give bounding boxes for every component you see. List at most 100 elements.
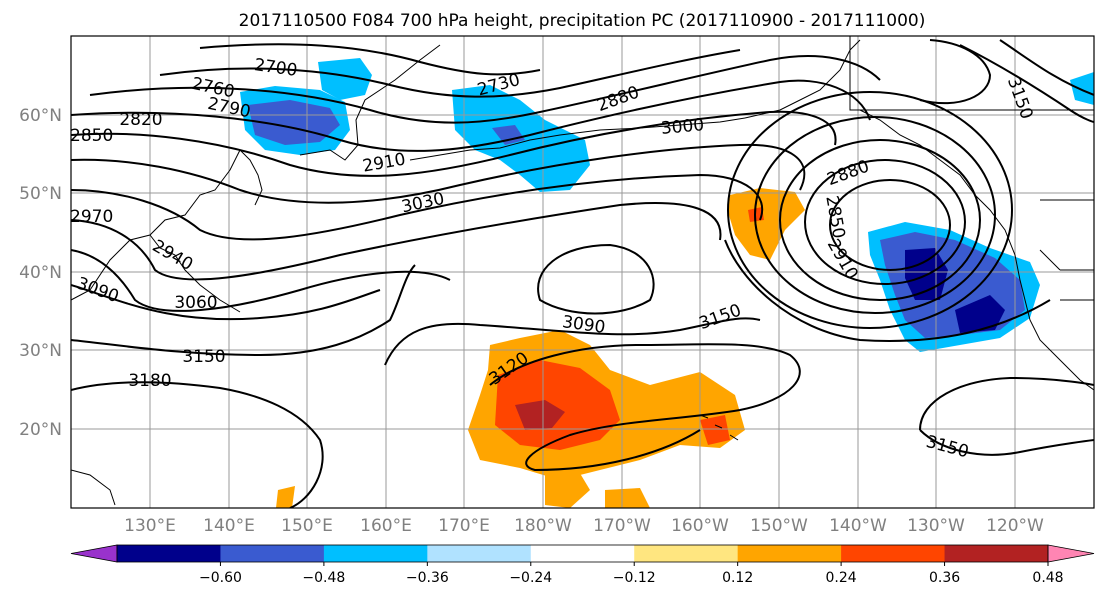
- precip-area-south-pacific: [545, 465, 590, 508]
- precip-area-pacific-northwest-core: [905, 248, 948, 300]
- contour-line: [537, 243, 655, 315]
- longitude-label: 140°W: [829, 516, 887, 536]
- colorbar-tick-label: 0.48: [1032, 570, 1063, 586]
- colorbar-segment: [737, 545, 842, 562]
- colorbar-segment: [530, 545, 635, 562]
- precip-area-hawaii: [700, 415, 730, 445]
- contour-line: [71, 79, 871, 152]
- colorbar-extend-min: [70, 544, 118, 563]
- contour-low-inner-3: [779, 139, 981, 301]
- longitude-labels: 130°E 140°E 150°E 160°E 170°E 180°W 170°…: [124, 516, 1044, 536]
- colorbar-tick-label: −0.48: [302, 570, 345, 586]
- coastline-philippines: [71, 469, 116, 506]
- latitude-label: 20°N: [19, 420, 62, 440]
- colorbar-tick-label: 0.24: [826, 570, 857, 586]
- latitude-label: 40°N: [19, 263, 62, 283]
- border-alaska: [849, 36, 1094, 111]
- contour-line: [71, 381, 324, 508]
- colorbar-ticks: −0.60 −0.48 −0.36 −0.24 −0.12 0.12 0.24 0.36 0.4…: [199, 562, 1064, 586]
- contour-line: [919, 39, 992, 105]
- longitude-label: 130°E: [124, 516, 176, 536]
- precip-positive-shading: [276, 188, 805, 508]
- colorbar-segment: [841, 545, 946, 562]
- contour-line: [71, 249, 451, 312]
- contour-line: [384, 317, 761, 366]
- contour-line: [159, 49, 741, 98]
- colorbar-tick-label: −0.24: [509, 570, 552, 586]
- colorbar-segment: [323, 545, 428, 562]
- contour-line: [489, 343, 801, 472]
- coastline-siberia: [299, 44, 441, 161]
- precip-area-north-pacific-core: [492, 125, 525, 145]
- contour-label: 2850: [70, 126, 113, 146]
- contour-label: 3150: [182, 347, 225, 367]
- longitude-label: 130°W: [907, 516, 965, 536]
- precip-area-canada: [1070, 72, 1094, 105]
- contour-low-inner-2: [804, 159, 966, 285]
- contour-low-inner-4: [754, 116, 996, 314]
- precip-area-california-core: [955, 295, 1005, 333]
- contour-line: [724, 239, 1051, 342]
- contour-label: 3060: [174, 293, 217, 313]
- longitude-label: 180°W: [514, 516, 572, 536]
- precip-negative-shading: [240, 58, 1094, 352]
- contour-line: [199, 43, 541, 76]
- colorbar-outline: [116, 544, 1049, 563]
- precip-area-central-pacific-core: [515, 400, 565, 430]
- colorbar-segment: [220, 545, 325, 562]
- contour-line: [71, 143, 806, 204]
- contour-line: [919, 376, 1094, 456]
- latitude-label: 30°N: [19, 341, 62, 361]
- colorbar-segment: [634, 545, 739, 562]
- contour-line: [89, 55, 881, 124]
- longitude-label: 150°E: [281, 516, 333, 536]
- contour-label: 2970: [70, 207, 113, 227]
- longitude-label: 140°E: [203, 516, 255, 536]
- latitude-label: 60°N: [19, 106, 62, 126]
- colorbar-segment: [427, 545, 532, 562]
- contour-label: 2820: [119, 110, 162, 130]
- height-contours: [71, 39, 1094, 508]
- colorbar-segment: [944, 545, 1049, 562]
- colorbar-tick-label: −0.60: [199, 570, 242, 586]
- colorbar-tick-label: 0.12: [722, 570, 753, 586]
- colorbar-tick-label: 0.36: [929, 570, 960, 586]
- map-content: 2700 2730 2760 2790 2820 2850 2880 2910 …: [70, 36, 1094, 508]
- map-title: 2017110500 F084 700 hPa height, precipit…: [239, 11, 926, 31]
- map-frame: [70, 35, 1095, 509]
- coastline-japan: [149, 234, 241, 313]
- contour-label: 3000: [660, 115, 705, 139]
- contour-label: 3180: [128, 371, 171, 391]
- contour-low-inner-1: [829, 179, 951, 271]
- precip-area-south-pacific-2: [605, 488, 650, 508]
- longitude-label: 160°E: [360, 516, 412, 536]
- contour-line: [71, 173, 764, 241]
- longitude-label: 160°W: [671, 516, 729, 536]
- colorbar-tick-label: −0.12: [613, 570, 656, 586]
- longitude-label: 170°E: [438, 516, 490, 536]
- precip-area-okhotsk: [318, 58, 372, 100]
- colorbar-segment: [117, 545, 221, 562]
- contour-line: [71, 202, 722, 281]
- contour-low-inner-5: [727, 91, 1013, 329]
- borders-us-states: [1039, 249, 1094, 301]
- contour-line: [71, 110, 837, 177]
- colorbar-tick-label: −0.36: [406, 570, 449, 586]
- precip-area-west-pacific: [276, 486, 295, 508]
- coastline-north-america: [859, 109, 1094, 391]
- contour-line: [999, 39, 1094, 96]
- latitude-labels: 60°N 50°N 40°N 30°N 20°N: [19, 106, 62, 440]
- colorbar-extend-max: [1047, 544, 1095, 563]
- longitude-label: 120°W: [986, 516, 1044, 536]
- colorbar: [70, 544, 1095, 563]
- longitude-label: 150°W: [750, 516, 808, 536]
- contour-line: [959, 44, 1094, 123]
- precip-area-gulf-alaska: [728, 188, 805, 260]
- contour-line: [71, 284, 381, 321]
- longitude-label: 170°W: [593, 516, 651, 536]
- coastline-aleutians: [409, 117, 746, 161]
- contour-line: [71, 264, 416, 357]
- latitude-label: 50°N: [19, 184, 62, 204]
